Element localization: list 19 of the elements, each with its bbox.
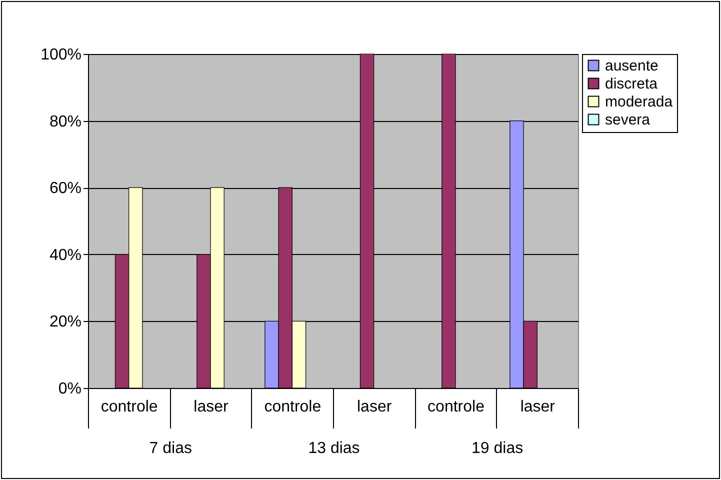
y-tick-label: 0%: [58, 380, 82, 398]
legend-label: discreta: [605, 76, 658, 92]
text: 7 dias: [149, 440, 192, 458]
x-tick-label: laser: [356, 398, 392, 416]
y-tick-label: 20%: [49, 314, 82, 331]
x-tick-label: controle: [264, 398, 322, 416]
x-tick-label: controle: [428, 398, 485, 416]
legend-label: moderada: [605, 94, 674, 110]
legend-label: ausente: [605, 58, 658, 74]
text: 19 dias: [472, 440, 524, 458]
x-tick-label: laser: [194, 398, 230, 416]
x-tick-label: laser: [520, 398, 556, 416]
y-tick-label: 80%: [49, 113, 82, 130]
y-tick-label: 40%: [49, 246, 82, 264]
y-tick-label: 100%: [40, 46, 82, 64]
y-tick-label: 60%: [49, 180, 82, 198]
legend-label: severa: [605, 112, 651, 128]
x-tick-label: controle: [100, 398, 158, 416]
text: 13 dias: [308, 440, 360, 458]
